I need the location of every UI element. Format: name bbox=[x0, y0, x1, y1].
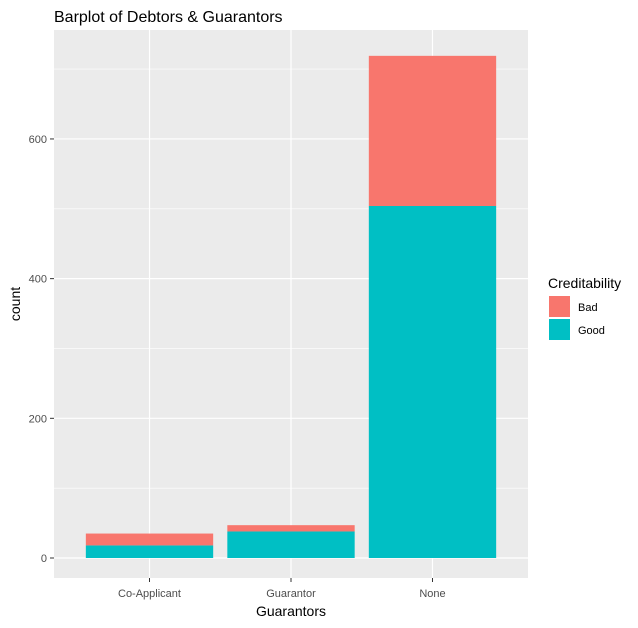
x-tick-label: None bbox=[419, 588, 445, 600]
bar-layer bbox=[85, 55, 497, 558]
bar-bad-guarantor bbox=[227, 525, 355, 532]
chart-title: Barplot of Debtors & Guarantors bbox=[54, 9, 283, 26]
y-axis-title: count bbox=[7, 287, 23, 321]
legend-label-bad: Bad bbox=[578, 302, 598, 314]
legend-key-bad bbox=[549, 296, 570, 317]
bar-good-guarantor bbox=[227, 531, 355, 558]
y-tick-label: 600 bbox=[29, 134, 47, 146]
x-tick-label: Co-Applicant bbox=[118, 588, 181, 600]
y-tick-label: 200 bbox=[29, 413, 47, 425]
legend: Creditability Bad Good bbox=[548, 275, 621, 340]
legend-title: Creditability bbox=[548, 275, 621, 291]
x-tick-label: Guarantor bbox=[266, 588, 316, 600]
axis-layer: 0 200 400 600 Co-Applicant Guarantor None bbox=[29, 134, 446, 600]
legend-key-good bbox=[549, 319, 570, 340]
x-axis-title: Guarantors bbox=[256, 603, 326, 619]
y-tick-label: 0 bbox=[41, 553, 47, 565]
bar-good-co-applicant bbox=[85, 545, 214, 558]
legend-label-good: Good bbox=[578, 325, 605, 337]
y-tick-label: 400 bbox=[29, 274, 47, 286]
bar-bad-co-applicant bbox=[85, 533, 214, 546]
bar-good-none bbox=[368, 206, 497, 558]
bar-bad-none bbox=[368, 55, 497, 206]
